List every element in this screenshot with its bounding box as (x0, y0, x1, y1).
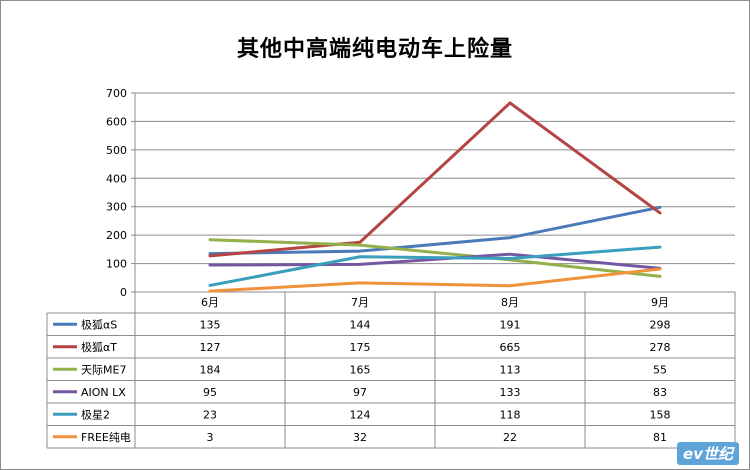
data-cell: 175 (350, 341, 371, 354)
chart-title: 其他中高端纯电动车上险量 (236, 37, 513, 62)
data-cell: 3 (207, 431, 214, 444)
data-cell: 83 (653, 386, 667, 399)
x-tick-label: 8月 (501, 296, 519, 309)
y-tick-label: 700 (106, 87, 127, 100)
series-line (208, 205, 662, 256)
series-line (208, 238, 662, 278)
data-cell: 22 (503, 431, 517, 444)
legend-label: AION LX (81, 386, 126, 399)
data-cell: 191 (500, 318, 521, 331)
y-tick-label: 100 (106, 258, 127, 271)
data-cell: 97 (353, 386, 367, 399)
legend-label: 极狐αS (81, 317, 117, 331)
data-cell: 113 (500, 363, 521, 376)
data-cell: 124 (350, 408, 371, 421)
data-cell: 298 (650, 318, 671, 331)
data-cell: 32 (353, 431, 367, 444)
x-tick-label: 7月 (351, 296, 369, 309)
y-tick-label: 500 (106, 144, 127, 157)
legend-label: 天际ME7 (81, 363, 126, 376)
legend-label: 极星2 (81, 407, 110, 421)
y-tick-label: 400 (106, 172, 127, 185)
series-line (208, 252, 662, 270)
data-cell: 95 (203, 386, 217, 399)
data-cell: 127 (200, 341, 221, 354)
data-cell: 278 (650, 341, 671, 354)
y-tick-label: 300 (106, 201, 127, 214)
data-cell: 55 (653, 363, 667, 376)
data-cell: 165 (350, 363, 371, 376)
series-line (208, 267, 662, 293)
y-tick-label: 0 (120, 286, 127, 299)
data-cell: 133 (500, 386, 521, 399)
data-cell: 118 (500, 408, 521, 421)
data-cell: 135 (200, 318, 221, 331)
legend-label: FREE纯电 (81, 431, 131, 444)
series-line (208, 245, 662, 287)
series-line (208, 101, 662, 258)
legend-label: 极狐αT (81, 340, 117, 354)
x-tick-label: 9月 (651, 296, 669, 309)
x-tick-label: 6月 (201, 296, 219, 309)
y-tick-label: 200 (106, 229, 127, 242)
y-tick-label: 600 (106, 115, 127, 128)
watermark-logo: ev世纪 (677, 442, 739, 465)
data-cell: 23 (203, 408, 217, 421)
data-cell: 184 (200, 363, 221, 376)
data-cell: 81 (653, 431, 667, 444)
data-cell: 665 (500, 341, 521, 354)
data-cell: 158 (650, 408, 671, 421)
data-cell: 144 (350, 318, 371, 331)
